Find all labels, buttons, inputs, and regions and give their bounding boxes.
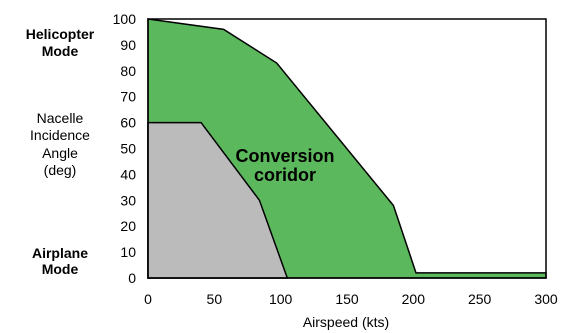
- x-axis-title: Airspeed (kts): [303, 314, 389, 330]
- series-areas: [147, 18, 547, 279]
- y-tick-label: 30: [120, 192, 136, 208]
- y-tick-label: 20: [120, 218, 136, 234]
- x-tick-label: 50: [207, 291, 223, 307]
- x-tick-label: 300: [534, 291, 558, 307]
- y-tick-label: 10: [120, 244, 136, 260]
- x-tick-label: 0: [144, 291, 152, 307]
- x-tick-label: 200: [402, 291, 426, 307]
- x-tick-label: 100: [269, 291, 293, 307]
- y-tick-label: 50: [120, 141, 136, 157]
- y-label-line3: Angle: [42, 145, 78, 161]
- y-label-line4: (deg): [44, 162, 77, 178]
- helicopter-mode-label-line1: Helicopter: [26, 26, 95, 42]
- x-tick-label: 150: [335, 291, 359, 307]
- y-tick-label: 40: [120, 166, 136, 182]
- annotation-line2: coridor: [254, 165, 316, 185]
- y-tick-label: 70: [120, 89, 136, 105]
- y-tick-label: 100: [113, 11, 137, 27]
- y-label-line1: Nacelle: [37, 110, 84, 126]
- y-tick-label: 60: [120, 115, 136, 131]
- y-tick-labels: 0 10 20 30 40 50 60 70 80 90 100: [113, 11, 137, 286]
- y-tick-label: 80: [120, 63, 136, 79]
- y-tick-label: 90: [120, 37, 136, 53]
- annotation-line1: Conversion: [235, 146, 334, 166]
- x-tick-label: 250: [468, 291, 492, 307]
- plot-frame: [147, 18, 547, 279]
- airplane-mode-label-line2: Mode: [42, 261, 79, 277]
- airplane-mode-label-line1: Airplane: [32, 245, 88, 261]
- y-label-line2: Incidence: [30, 127, 90, 143]
- x-tick-labels: 0 50 100 150 200 250 300: [144, 291, 558, 307]
- y-tick-label: 0: [128, 270, 136, 286]
- helicopter-mode-label-line2: Mode: [42, 43, 79, 59]
